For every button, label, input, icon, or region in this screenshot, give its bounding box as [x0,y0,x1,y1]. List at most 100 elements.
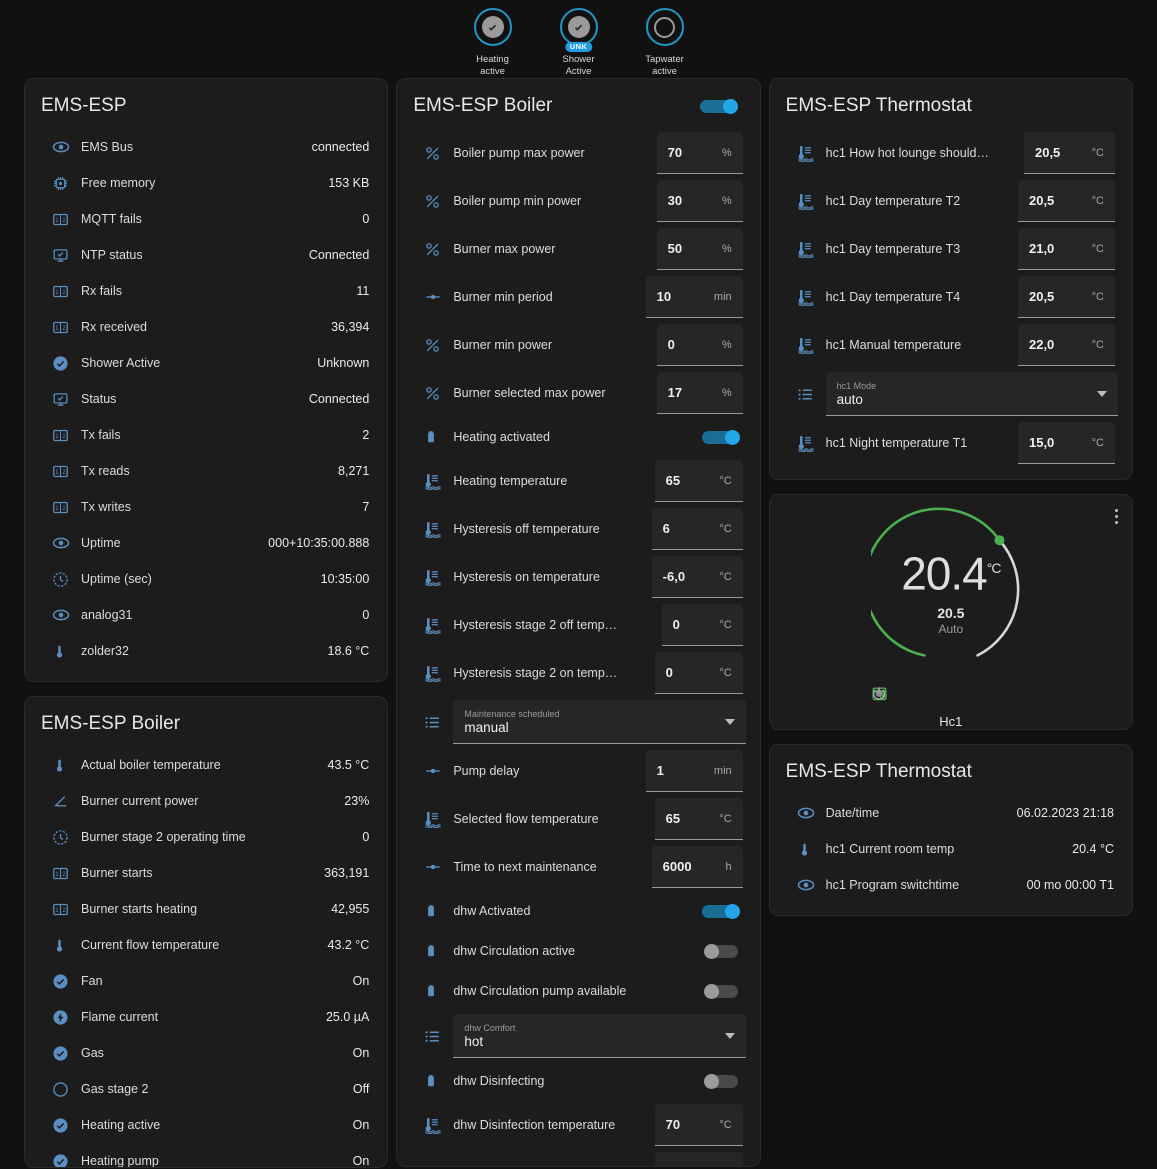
data-row: 1 2 MQTT fails 0 [39,201,373,237]
input-unit: °C [719,1118,732,1131]
number-input[interactable]: 17 % [656,372,743,414]
switch-toggle[interactable] [702,1073,740,1089]
setting-row: Hysteresis off temperature 6 °C [411,505,745,553]
thermometer-icon [39,757,81,774]
setting-row: dhw Disinfecting [411,1061,745,1101]
gauge-line-icon [411,858,453,876]
water-temp-icon [411,664,453,682]
data-row: Gas stage 2 Off [39,1071,373,1107]
number-input[interactable]: 30 % [656,180,743,222]
card-thermostat-dial[interactable]: 20.4°C 20.5 Auto [768,494,1133,730]
setting-row: Burner min period 10 min [411,273,745,321]
input-unit: min [713,764,732,777]
status-badge-heating-active[interactable]: Heating active [457,8,529,78]
chevron-down-icon[interactable] [724,718,735,725]
data-row: 1 2 Tx writes 7 [39,489,373,525]
input-unit: °C [719,570,732,583]
input-value: 17 [667,385,683,400]
number-input[interactable]: 22,0 °C [1017,324,1115,366]
svg-text:2: 2 [62,470,66,476]
percent-icon [411,241,453,258]
thermometer-icon [39,937,81,954]
row-value: 0 [362,830,370,844]
data-row: Flame current 25.0 µA [39,999,373,1035]
status-badge-shower-active[interactable]: UNK Shower Active [543,8,615,78]
temperature-dial[interactable]: 20.4°C 20.5 Auto [870,507,1031,729]
row-label: dhw Disinfection temperature [453,1118,616,1132]
row-label: Boiler pump max power [453,146,585,160]
number-input[interactable]: 70 °C [654,1104,743,1146]
switch-toggle[interactable] [702,983,740,999]
svg-text:2: 2 [62,218,66,224]
number-input[interactable]: 65 °C [654,798,743,840]
setting-row: Burner max power 50 % [411,225,745,273]
check-circle-icon [39,1045,81,1062]
row-label: Hysteresis stage 2 off temp… [453,618,618,632]
status-badge-tapwater-active[interactable]: Tapwater active [629,8,701,78]
boiler-status-row-list: Actual boiler temperature 43.5 °C Burner… [39,747,373,1167]
chevron-down-icon[interactable] [1096,390,1107,397]
number-input[interactable]: 15,0 °C [1017,422,1115,464]
row-label: Burner stage 2 operating time [81,830,246,844]
setting-row: hc1 Manual temperature 22,0 °C [784,321,1118,369]
number-input[interactable]: 0 °C [654,652,743,694]
data-row: zolder32 18.6 °C [39,633,373,669]
chevron-down-icon[interactable] [724,1032,735,1039]
water-temp-icon [784,240,826,258]
boiler-icon [411,428,453,446]
number-input[interactable]: 65 °C [654,460,743,502]
number-input[interactable]: 20,5 °C [1017,276,1115,318]
switch-toggle[interactable] [702,943,740,959]
number-input[interactable]: 40 °C [654,1152,743,1166]
data-row: Actual boiler temperature 43.5 °C [39,747,373,783]
dropdown-select[interactable]: Maintenance scheduled manual [453,700,746,744]
row-value: 00 mo 00:00 T1 [1026,878,1114,892]
row-value: 43.5 °C [327,758,370,772]
number-input[interactable]: 0 % [656,324,743,366]
check-circle-icon [39,355,81,372]
number-input[interactable]: 6 °C [651,508,743,550]
input-value: 70 [665,1117,681,1132]
more-options-icon[interactable] [1112,506,1121,527]
setting-row: hc1 Day temperature T3 21,0 °C [784,225,1118,273]
card-columns: EMS-ESP EMS Bus connected Free memory 15… [0,78,1157,1168]
number-input[interactable]: 21,0 °C [1017,228,1115,270]
boiler-icon [411,1072,453,1090]
number-input[interactable]: 10 min [645,276,743,318]
switch-toggle[interactable] [701,903,740,919]
number-input[interactable]: 50 % [656,228,743,270]
dropdown-select[interactable]: hc1 Mode auto [825,372,1118,416]
setting-row: dhw Activated [411,891,745,931]
dial-arc [870,507,1020,657]
water-temp-icon [411,1164,453,1166]
counter-icon: 1 2 [39,319,81,336]
number-input[interactable]: 1 min [645,750,743,792]
row-value: 25.0 µA [325,1010,370,1024]
setting-row: hc1 Day temperature T4 20,5 °C [784,273,1118,321]
data-row: Burner stage 2 operating time 0 [39,819,373,855]
number-input[interactable]: 20,5 °C [1023,132,1115,174]
number-input[interactable]: 6000 h [651,846,743,888]
row-value: On [352,1046,370,1060]
svg-text:2: 2 [62,872,66,878]
input-value: 10 [656,289,672,304]
number-input[interactable]: 20,5 °C [1017,180,1115,222]
setting-row: Heating temperature 65 °C [411,457,745,505]
boiler-icon [411,902,453,920]
row-label: Hysteresis stage 2 on temp… [453,666,618,680]
number-input[interactable]: 0 °C [661,604,743,646]
number-input[interactable]: 70 % [656,132,743,174]
percent-icon [411,385,453,402]
svg-text:2: 2 [62,506,66,512]
switch-toggle[interactable] [701,429,740,445]
dropdown-select[interactable]: dhw Comfort hot [453,1014,746,1058]
number-input[interactable]: -6,0 °C [651,556,743,598]
row-label: hc1 Manual temperature [825,338,962,352]
row-label: Uptime (sec) [81,572,152,586]
water-temp-icon [784,434,826,452]
card-header: EMS-ESP [39,79,373,129]
row-label: Actual boiler temperature [81,758,221,772]
row-value: 43.2 °C [327,938,370,952]
boiler-power-toggle[interactable] [699,98,738,114]
